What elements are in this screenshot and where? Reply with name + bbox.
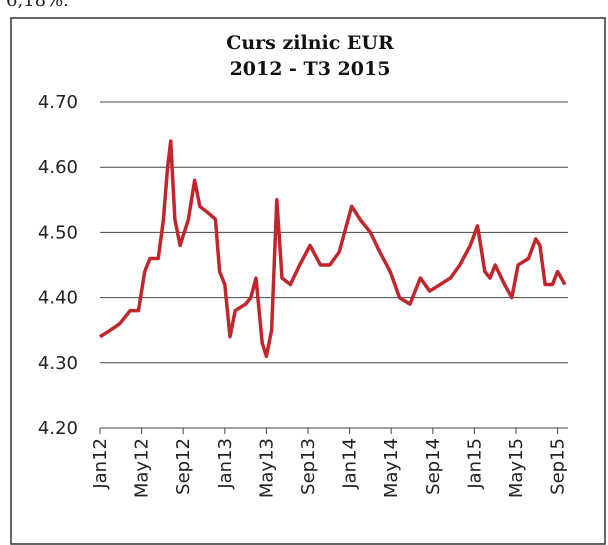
x-tick-label: May14 bbox=[381, 438, 402, 498]
x-tick-label: Sep15 bbox=[548, 438, 569, 495]
y-tick-label: 4.30 bbox=[38, 353, 78, 374]
x-tick-label: Jan14 bbox=[340, 438, 361, 490]
x-tick-label: May15 bbox=[506, 438, 527, 498]
y-tick-label: 4.60 bbox=[38, 157, 78, 178]
y-tick-label: 4.50 bbox=[38, 222, 78, 243]
x-tick-label: Sep13 bbox=[298, 438, 319, 495]
page-note: 6,18%. bbox=[6, 0, 69, 11]
x-tick-label: Jan13 bbox=[215, 438, 236, 490]
series-line bbox=[99, 139, 567, 359]
x-tick-label: Jan12 bbox=[90, 438, 111, 490]
y-tick-label: 4.20 bbox=[38, 418, 78, 439]
chart-title: Curs zilnic EUR bbox=[226, 32, 394, 54]
x-tick-label: May13 bbox=[256, 438, 277, 498]
y-tick-label: 4.40 bbox=[38, 288, 78, 309]
chart-frame bbox=[10, 17, 606, 545]
chart-subtitle: 2012 - T3 2015 bbox=[230, 58, 391, 80]
x-tick-label: Sep12 bbox=[173, 438, 194, 495]
x-tick-label: May12 bbox=[132, 438, 153, 498]
x-tick-label: Sep14 bbox=[423, 438, 444, 495]
y-tick-label: 4.70 bbox=[38, 92, 78, 113]
x-tick-label: Jan15 bbox=[464, 438, 485, 490]
